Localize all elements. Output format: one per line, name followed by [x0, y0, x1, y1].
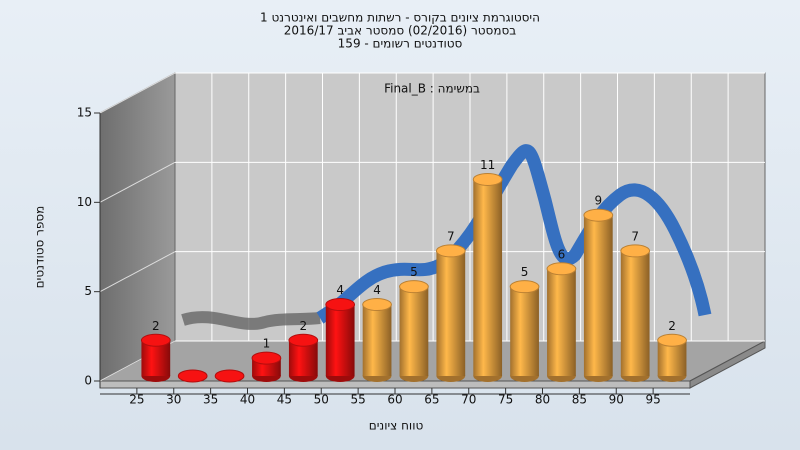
value-label: 1 — [263, 337, 271, 351]
value-label: 5 — [521, 265, 529, 279]
value-label: 11 — [480, 158, 495, 172]
y-tick-label: 0 — [84, 374, 92, 388]
chart-subtitle: סטודנטים רשומים - 159 — [338, 37, 463, 51]
bar-top — [435, 244, 466, 258]
x-tick-label: 75 — [498, 393, 513, 407]
x-tick-label: 50 — [314, 393, 329, 407]
grid-line — [99, 251, 176, 293]
x-tick-label: 35 — [203, 393, 218, 407]
bar-top — [583, 208, 614, 222]
bar-top — [325, 298, 356, 312]
x-tick-label: 90 — [609, 393, 624, 407]
bar — [436, 250, 466, 376]
bar-top — [214, 369, 245, 383]
x-tick-label: 60 — [387, 393, 402, 407]
bar-top — [399, 280, 429, 294]
bar-top — [509, 280, 540, 294]
value-label: 7 — [447, 229, 455, 243]
annotation: במשימה : Final_B — [384, 82, 480, 96]
bar — [510, 286, 539, 376]
value-label: 4 — [336, 283, 344, 297]
bar — [620, 250, 650, 376]
value-label: 4 — [373, 283, 381, 297]
bar — [325, 304, 355, 376]
curve-shadow — [181, 311, 321, 330]
bar-top — [546, 262, 577, 276]
value-label: 7 — [631, 229, 639, 243]
x-tick-label: 65 — [424, 393, 439, 407]
bar — [399, 286, 429, 376]
bar — [547, 268, 576, 376]
value-label: 6 — [558, 247, 566, 261]
bar-top — [288, 333, 319, 347]
x-tick-label: 25 — [129, 393, 144, 407]
value-label: 2 — [152, 319, 160, 333]
bar — [362, 304, 392, 376]
bar-top — [472, 172, 503, 186]
y-tick-label: 5 — [84, 284, 92, 298]
normal-curve — [316, 144, 712, 324]
x-tick-label: 95 — [645, 393, 660, 407]
x-tick-label: 30 — [166, 393, 181, 407]
chart-subtitle: בסמסטר (02/2016) סמסטר אביב 2016/17 — [284, 24, 516, 38]
bar-top — [140, 333, 171, 347]
y-tick-label: 10 — [77, 195, 92, 209]
x-tick-label: 55 — [350, 393, 365, 407]
x-axis-label: טווח ציונים — [369, 419, 424, 433]
grid-line — [99, 72, 176, 114]
bar-top — [251, 351, 282, 365]
bar-top — [362, 298, 392, 312]
value-label: 5 — [410, 265, 418, 279]
bar — [473, 179, 503, 376]
chart-title: היסטוגרמת ציונים בקורס - רשתות מחשבים וא… — [260, 11, 540, 25]
x-tick-label: 45 — [277, 393, 292, 407]
y-axis-label: מספר סטודנטים — [33, 206, 47, 289]
bar — [583, 215, 613, 376]
floor-side — [689, 340, 766, 389]
x-tick-label: 85 — [572, 393, 587, 407]
value-label: 2 — [668, 319, 676, 333]
grid-line — [99, 161, 176, 203]
x-tick-label: 40 — [240, 393, 255, 407]
bar-top — [620, 244, 651, 258]
x-tick-label: 70 — [461, 393, 476, 407]
y-tick-label: 15 — [77, 106, 92, 120]
bar-top — [177, 369, 208, 383]
value-label: 9 — [594, 194, 602, 208]
x-tick-label: 80 — [535, 393, 550, 407]
bar-top — [657, 333, 687, 347]
value-label: 2 — [299, 319, 307, 333]
